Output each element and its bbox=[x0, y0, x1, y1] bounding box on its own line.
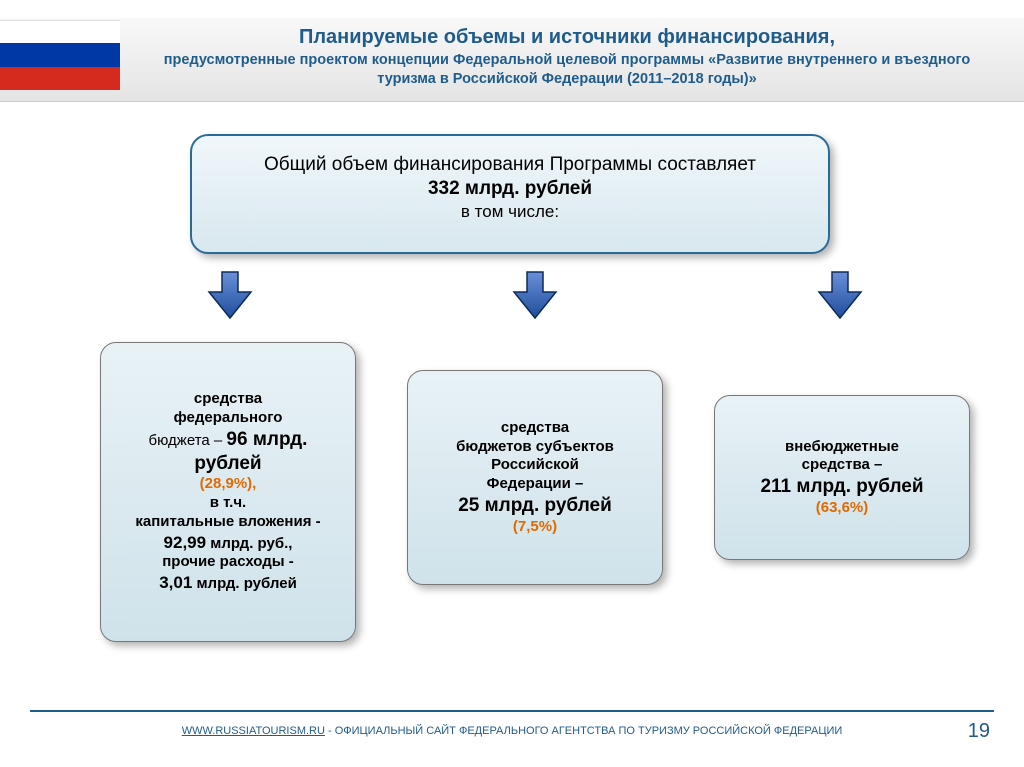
box-1-line-5: (7,5%) bbox=[420, 518, 650, 537]
box-2-line-1: средства – bbox=[727, 456, 957, 475]
russian-flag-icon bbox=[0, 20, 120, 90]
footer-link[interactable]: WWW.RUSSIATOURISM.RU bbox=[182, 725, 325, 737]
box-1-line-0: средства bbox=[420, 419, 650, 438]
box-1-line-3: Федерации – bbox=[420, 475, 650, 494]
total-funding-amount: 332 млрд. рублей bbox=[212, 178, 808, 200]
total-funding-line3: в том числе: bbox=[212, 202, 808, 222]
box-1-line-4: 25 млрд. рублей bbox=[420, 494, 650, 518]
box-1-line-1: бюджетов субъектов bbox=[420, 438, 650, 457]
funding-source-box-1: средствабюджетов субъектовРоссийскойФеде… bbox=[407, 370, 663, 585]
slide-title: Планируемые объемы и источники финансиро… bbox=[140, 26, 994, 49]
box-0-line-6: капитальные вложения - bbox=[113, 513, 343, 532]
footer-caption: - ОФИЦИАЛЬНЫЙ САЙТ ФЕДЕРАЛЬНОГО АГЕНТСТВ… bbox=[325, 725, 842, 737]
footer-divider bbox=[30, 710, 994, 712]
box-0-line-2: бюджета – 96 млрд. bbox=[113, 428, 343, 452]
box-2-line-2: 211 млрд. рублей bbox=[727, 475, 957, 499]
box-0-line-0: средства bbox=[113, 390, 343, 409]
box-0-line-3: рублей bbox=[113, 452, 343, 476]
total-funding-line1: Общий объем финансирования Программы сос… bbox=[212, 154, 808, 176]
down-arrow-icon bbox=[205, 270, 255, 320]
funding-source-box-0: средствафедеральногобюджета – 96 млрд.ру… bbox=[100, 342, 356, 642]
funding-source-box-2: внебюджетныесредства –211 млрд. рублей(6… bbox=[714, 395, 970, 560]
box-0-line-9: 3,01 млрд. рублей bbox=[113, 572, 343, 594]
down-arrow-icon bbox=[815, 270, 865, 320]
box-1-line-2: Российской bbox=[420, 456, 650, 475]
box-2-line-3: (63,6%) bbox=[727, 499, 957, 518]
box-0-line-1: федерального bbox=[113, 409, 343, 428]
box-2-line-0: внебюджетные bbox=[727, 438, 957, 457]
slide-subtitle: предусмотренные проектом концепции Федер… bbox=[140, 51, 994, 89]
box-0-line-7: 92,99 млрд. руб., bbox=[113, 532, 343, 554]
down-arrow-icon bbox=[510, 270, 560, 320]
total-funding-box: Общий объем финансирования Программы сос… bbox=[190, 134, 830, 254]
footer-text: WWW.RUSSIATOURISM.RU - ОФИЦИАЛЬНЫЙ САЙТ … bbox=[0, 725, 1024, 737]
box-0-line-5: в т.ч. bbox=[113, 494, 343, 513]
box-0-line-4: (28,9%), bbox=[113, 475, 343, 494]
page-number: 19 bbox=[968, 720, 990, 743]
box-0-line-8: прочие расходы - bbox=[113, 553, 343, 572]
slide-header: Планируемые объемы и источники финансиро… bbox=[0, 18, 1024, 102]
